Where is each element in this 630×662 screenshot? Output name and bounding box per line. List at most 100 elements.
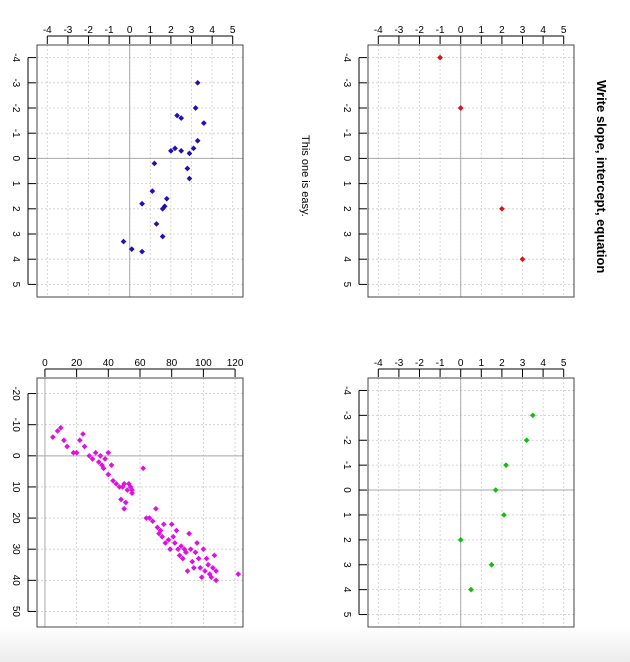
data-point: [200, 120, 207, 127]
data-point: [170, 533, 177, 540]
x-tick-label: 4: [209, 25, 215, 36]
y-tick-label: 2: [341, 537, 352, 543]
data-point: [76, 437, 83, 444]
data-point: [129, 490, 136, 497]
data-point: [198, 574, 205, 581]
y-tick-label: -4: [10, 53, 21, 62]
x-tick-label: 2: [499, 25, 505, 36]
data-point: [105, 471, 112, 478]
data-point: [174, 112, 181, 119]
data-point: [122, 499, 129, 506]
data-point: [178, 115, 185, 122]
figure-note: This one is easy.: [299, 135, 311, 217]
x-tick-label: 100: [195, 358, 212, 369]
data-point: [139, 248, 146, 255]
y-tick-label: -10: [10, 417, 21, 432]
y-tick-label: 30: [10, 544, 21, 556]
data-point: [208, 574, 215, 581]
data-point: [194, 540, 200, 546]
y-tick-label: 3: [341, 562, 352, 568]
data-point: [498, 205, 505, 212]
data-point: [179, 555, 186, 562]
data-point: [172, 145, 178, 152]
data-point: [124, 487, 131, 494]
y-tick-label: 5: [341, 282, 352, 288]
x-tick-label: 2: [168, 25, 174, 36]
data-point: [194, 79, 201, 86]
data-point: [152, 505, 159, 512]
data-point: [178, 543, 185, 550]
y-tick-label: -4: [341, 386, 352, 395]
data-point: [205, 561, 212, 568]
data-point: [121, 480, 128, 487]
x-tick-label: 5: [561, 25, 567, 36]
data-point: [519, 256, 526, 263]
data-point: [110, 477, 117, 484]
data-point: [159, 533, 166, 540]
y-tick-label: -3: [341, 78, 352, 87]
x-tick-label: 0: [42, 358, 48, 369]
scatter-plot-top-right: -4 -3 -2 -1 0 1 2 3 4 5 -4 -3 -2 -1 0 1 2 3 4 5: [341, 25, 575, 298]
data-point: [80, 431, 86, 437]
data-point: [175, 546, 181, 553]
x-tick-label: 20: [71, 358, 83, 369]
x-tick-label: 40: [103, 358, 115, 369]
x-tick-label: 60: [134, 358, 146, 369]
y-tick-label: 3: [341, 231, 352, 237]
y-tick-label: 0: [10, 453, 21, 459]
y-tick-label: 40: [10, 575, 21, 587]
x-tick-label: 1: [479, 358, 485, 369]
data-point: [468, 586, 474, 593]
x-tick-label: -1: [436, 25, 445, 36]
y-tick-label: 4: [341, 256, 352, 262]
data-point: [211, 552, 218, 559]
x-tick-label: -2: [84, 25, 93, 36]
data-point: [165, 536, 172, 543]
data-point: [192, 549, 199, 556]
data-point: [186, 150, 193, 157]
x-tick-label: 2: [499, 358, 505, 369]
data-point: [173, 527, 180, 534]
scatter-plot-bottom-right: -4 -3 -2 -1 0 1 2 3 4 5 -4 -3 -2 -1 0 1 2 3 4 5: [341, 358, 575, 628]
x-tick-label: 120: [227, 358, 244, 369]
data-point: [186, 175, 193, 182]
y-tick-label: 2: [341, 206, 352, 212]
data-point: [54, 427, 61, 434]
x-tick-label: 0: [127, 25, 133, 36]
x-tick-label: -2: [415, 358, 424, 369]
x-tick-label: -4: [43, 25, 52, 36]
y-tick-label: 50: [10, 606, 21, 618]
data-point: [64, 443, 71, 450]
y-tick-label: -1: [10, 129, 21, 138]
y-tick-label: -4: [341, 53, 352, 62]
data-point: [184, 568, 191, 574]
data-point: [105, 449, 112, 456]
x-tick-label: -3: [63, 25, 72, 36]
y-tick-label: -20: [10, 386, 21, 401]
data-point: [171, 540, 178, 546]
data-point: [97, 452, 104, 459]
x-tick-label: 5: [230, 25, 236, 36]
data-point: [437, 54, 444, 61]
data-point: [160, 521, 167, 528]
data-point: [102, 455, 109, 462]
data-point: [213, 568, 220, 574]
data-point: [197, 564, 204, 571]
data-point: [73, 449, 80, 456]
data-point: [154, 524, 161, 531]
x-tick-label: 1: [479, 25, 485, 36]
data-point: [202, 568, 208, 574]
data-point: [57, 424, 64, 431]
data-point: [194, 137, 201, 144]
data-point: [108, 462, 115, 469]
figure-heading: Write slope, intercept, equation: [594, 80, 609, 273]
data-point: [113, 480, 120, 487]
x-tick-label: 3: [520, 25, 526, 36]
y-tick-label: 2: [10, 206, 21, 212]
data-point: [92, 449, 99, 456]
scatter-plot-bottom-left: 0 20 40 60 80 100 120 -20 -10 0 10 20 30 40 50: [10, 358, 244, 628]
y-tick-label: 3: [10, 231, 21, 237]
x-tick-label: -1: [105, 25, 114, 36]
x-tick-label: 0: [458, 25, 464, 36]
